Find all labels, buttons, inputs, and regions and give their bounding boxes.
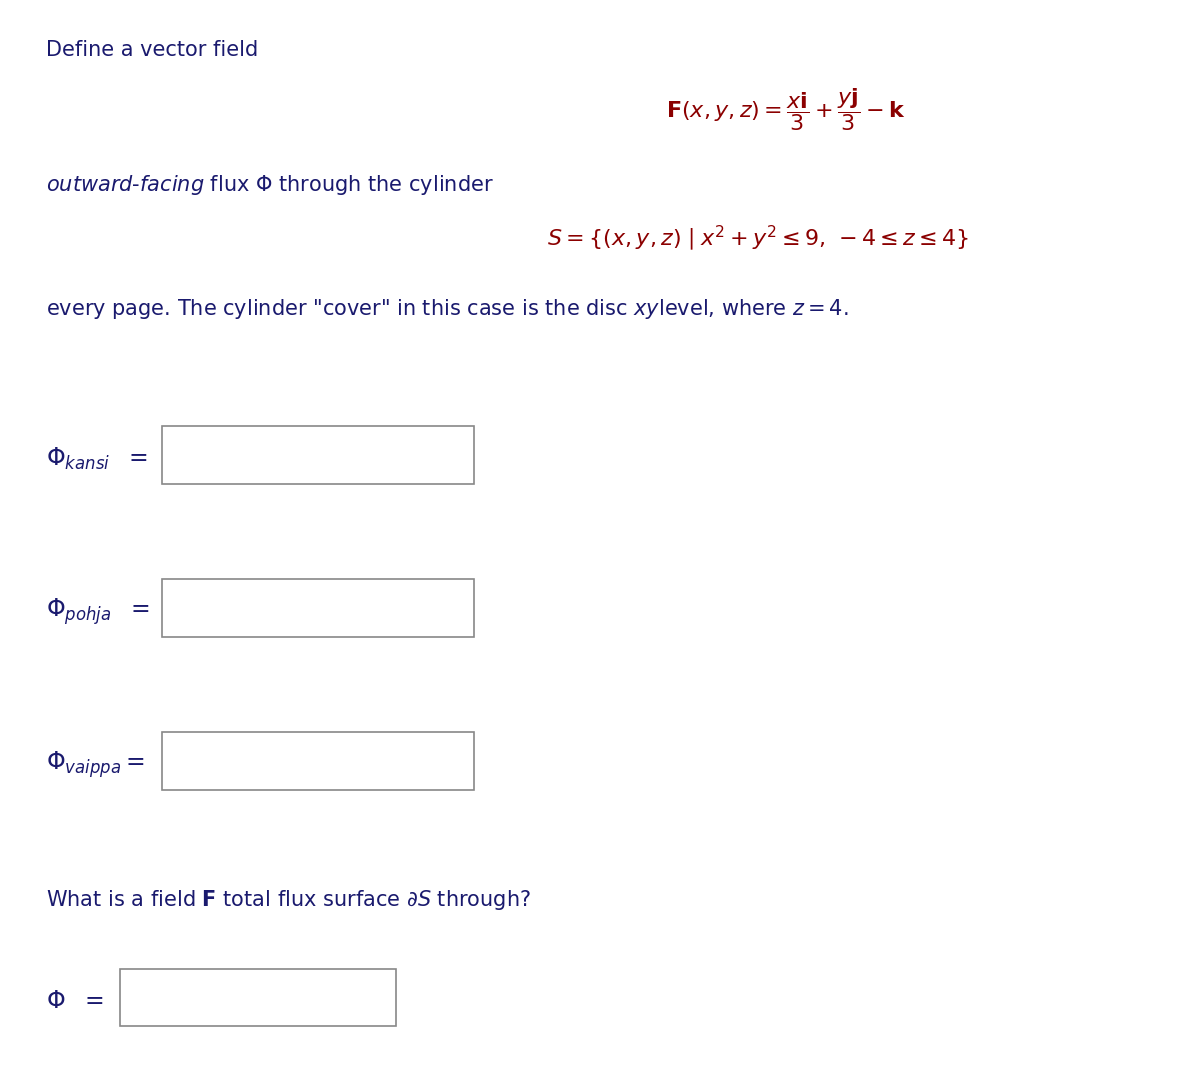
FancyBboxPatch shape xyxy=(162,426,474,484)
Text: $\Phi_{\mathit{vaippa}}$$=$: $\Phi_{\mathit{vaippa}}$$=$ xyxy=(46,749,145,780)
FancyBboxPatch shape xyxy=(120,969,396,1026)
Text: $\mathbf{F}(x, y, z) = \dfrac{x\mathbf{i}}{3} + \dfrac{y\mathbf{j}}{3} - \mathbf: $\mathbf{F}(x, y, z) = \dfrac{x\mathbf{i… xyxy=(666,86,906,132)
FancyBboxPatch shape xyxy=(162,579,474,637)
Text: $S = \{(x, y, z) \mid x^2 + y^2 \leq 9,\,-4 \leq z \leq 4\}$: $S = \{(x, y, z) \mid x^2 + y^2 \leq 9,\… xyxy=(547,223,970,253)
Text: every page. The cylinder "cover" in this case is the disc $xy$level, where $z = : every page. The cylinder "cover" in this… xyxy=(46,297,848,321)
Text: What is a field $\mathbf{F}$ total flux surface $\partial S$ through?: What is a field $\mathbf{F}$ total flux … xyxy=(46,888,530,912)
Text: $\mathit{outward}$-$\mathit{facing}$ flux $\Phi$ through the cylinder: $\mathit{outward}$-$\mathit{facing}$ flu… xyxy=(46,173,493,197)
Text: $\Phi_{\mathit{kansi}}$  $=$: $\Phi_{\mathit{kansi}}$ $=$ xyxy=(46,446,148,472)
Text: $\Phi_{\mathit{pohja}}$  $=$: $\Phi_{\mathit{pohja}}$ $=$ xyxy=(46,596,150,627)
Text: Define a vector field: Define a vector field xyxy=(46,40,258,60)
Text: $\Phi$  $=$: $\Phi$ $=$ xyxy=(46,989,103,1013)
FancyBboxPatch shape xyxy=(162,732,474,790)
